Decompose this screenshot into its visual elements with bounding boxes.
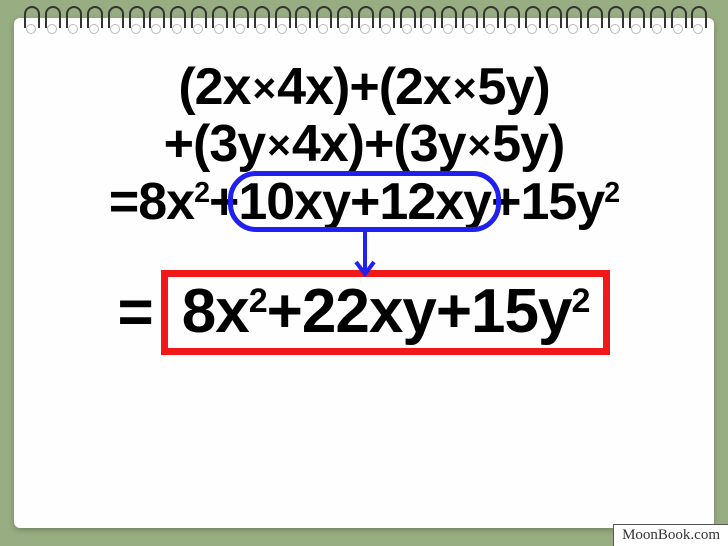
spiral-ring xyxy=(169,6,183,32)
l1-p2: 4x) xyxy=(277,58,349,116)
spiral-ring xyxy=(524,6,538,32)
spiral-ring xyxy=(482,6,496,32)
notebook-page: (2x×4x)+(2x×5y) +(3y×4x)+(3y×5y) =8x2+10… xyxy=(14,18,714,528)
math-content: (2x×4x)+(2x×5y) +(3y×4x)+(3y×5y) =8x2+10… xyxy=(14,46,714,355)
expression-line-2: +(3y×4x)+(3y×5y) xyxy=(34,117,694,172)
l4-t1-sup: 2 xyxy=(249,282,267,320)
expanded-line: =8x2+10xy+12xy +15y2 xyxy=(34,175,694,230)
l4-plus1: + xyxy=(267,277,302,346)
expression-line-1: (2x×4x)+(2x×5y) xyxy=(34,60,694,115)
l4-t1: 8x xyxy=(182,277,249,346)
spiral-ring xyxy=(378,6,392,32)
spiral-ring xyxy=(190,6,204,32)
l3-circ-plus: + xyxy=(350,173,379,231)
l3-plus2: + xyxy=(491,173,520,231)
result-box: 8x2+22xy+15y2 xyxy=(161,270,611,355)
l1-p4: (2x xyxy=(379,58,451,116)
l2-p1: (3y xyxy=(193,115,265,173)
l3-plus1: + xyxy=(209,173,238,231)
spiral-ring xyxy=(211,6,225,32)
combined-terms-group: 10xy+12xy xyxy=(238,175,491,230)
spiral-ring xyxy=(232,6,246,32)
spiral-ring xyxy=(23,6,37,32)
l3-t4: 15y xyxy=(520,173,604,231)
spiral-ring xyxy=(65,6,79,32)
l3-t4-sup: 2 xyxy=(604,177,619,209)
spiral-ring xyxy=(315,6,329,32)
spiral-ring xyxy=(44,6,58,32)
l1-times-1: × xyxy=(252,67,275,110)
spiral-ring xyxy=(690,6,704,32)
spiral-ring xyxy=(274,6,288,32)
l2-p5: (3y xyxy=(393,115,465,173)
spiral-ring xyxy=(294,6,308,32)
l1-p0: (2x xyxy=(178,58,250,116)
spiral-ring xyxy=(253,6,267,32)
spiral-ring xyxy=(128,6,142,32)
spiral-ring xyxy=(399,6,413,32)
spiral-ring xyxy=(419,6,433,32)
spiral-ring xyxy=(357,6,371,32)
l4-plus2: + xyxy=(436,277,471,346)
l4-t3-sup: 2 xyxy=(572,282,590,320)
spiral-ring xyxy=(628,6,642,32)
l4-t3: 15y xyxy=(471,277,571,346)
result-line: = 8x2+22xy+15y2 xyxy=(34,270,694,355)
l1-times-2: × xyxy=(453,67,476,110)
spiral-ring xyxy=(148,6,162,32)
spiral-ring xyxy=(586,6,600,32)
spiral-ring xyxy=(503,6,517,32)
l3-eq: = xyxy=(109,173,138,231)
l4-eq: = xyxy=(118,280,153,345)
spiral-ring xyxy=(86,6,100,32)
spiral-ring xyxy=(461,6,475,32)
l3-t1-sup: 2 xyxy=(194,177,209,209)
l2-p3: 4x) xyxy=(292,115,364,173)
spiral-ring xyxy=(649,6,663,32)
spiral-ring xyxy=(565,6,579,32)
spiral-ring xyxy=(336,6,350,32)
l1-plus: + xyxy=(349,58,378,116)
l2-p7: 5y) xyxy=(492,115,564,173)
l2-plus-b: + xyxy=(364,115,393,173)
spiral-ring xyxy=(670,6,684,32)
spiral-binding xyxy=(14,6,714,32)
spiral-ring xyxy=(107,6,121,32)
l3-circ-a: 10xy xyxy=(238,173,350,231)
l4-t2: 22xy xyxy=(302,277,436,346)
l2-times-2: × xyxy=(468,124,491,167)
spiral-ring xyxy=(545,6,559,32)
l3-t1: 8x xyxy=(138,173,194,231)
watermark-label: MoonBook.com xyxy=(613,524,728,546)
spiral-ring xyxy=(607,6,621,32)
l1-p6: 5y) xyxy=(478,58,550,116)
l2-plus-a: + xyxy=(164,115,193,173)
spiral-ring xyxy=(440,6,454,32)
l2-times-1: × xyxy=(267,124,290,167)
l3-circ-b: 12xy xyxy=(379,173,491,231)
